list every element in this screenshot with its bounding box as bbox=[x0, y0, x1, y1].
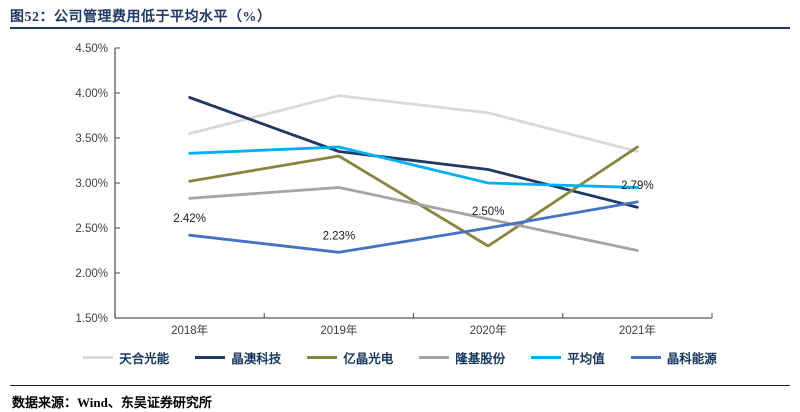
title-divider bbox=[10, 27, 790, 29]
y-tick-label: 1.50% bbox=[75, 313, 108, 325]
legend-swatch bbox=[419, 356, 450, 359]
legend-item-1: 晶澳科技 bbox=[195, 348, 281, 367]
legend-item-2: 亿晶光电 bbox=[307, 348, 393, 367]
series-line-1 bbox=[188, 96, 639, 209]
chart-legend: 天合光能 晶澳科技 亿晶光电 隆基股份 平均值 晶科能源 bbox=[0, 348, 800, 367]
footer-divider bbox=[10, 385, 790, 386]
legend-swatch bbox=[630, 356, 661, 359]
legend-item-4: 平均值 bbox=[531, 348, 605, 367]
legend-swatch bbox=[195, 356, 226, 359]
x-tick-label: 2018年 bbox=[171, 323, 208, 337]
data-source: 数据来源：Wind、东吴证券研究所 bbox=[12, 395, 212, 410]
data-label: 2.79% bbox=[621, 180, 654, 192]
legend-label: 隆基股份 bbox=[455, 352, 506, 366]
y-tick-label: 2.50% bbox=[75, 223, 108, 235]
y-tick-label: 3.00% bbox=[75, 178, 108, 190]
legend-item-5: 晶科能源 bbox=[630, 348, 717, 367]
y-tick-label: 3.50% bbox=[75, 133, 108, 145]
legend-swatch bbox=[531, 356, 562, 359]
legend-item-0: 天合光能 bbox=[83, 348, 169, 367]
y-tick-label: 4.00% bbox=[75, 88, 108, 100]
series-line-5 bbox=[188, 200, 639, 254]
y-tick-label: 4.50% bbox=[75, 43, 108, 55]
figure-title: 图52：公司管理费用低于平均水平（%） bbox=[10, 10, 272, 25]
legend-label: 亿晶光电 bbox=[343, 352, 394, 366]
data-label: 2.42% bbox=[173, 213, 206, 225]
series-line-4 bbox=[188, 145, 639, 189]
legend-swatch bbox=[83, 356, 114, 359]
series-line-0 bbox=[188, 94, 639, 153]
series-line-2 bbox=[188, 145, 639, 248]
legend-label: 晶科能源 bbox=[666, 352, 717, 366]
x-tick-label: 2019年 bbox=[320, 323, 357, 337]
line-chart: 4.50% 4.00% 3.50% 3.00% 2.50% 2.00% 1.50% 2018年… bbox=[75, 43, 713, 337]
legend-swatch bbox=[307, 356, 338, 359]
legend-label: 晶澳科技 bbox=[231, 352, 282, 366]
legend-item-3: 隆基股份 bbox=[419, 348, 505, 367]
data-label: 2.50% bbox=[472, 206, 505, 218]
data-label: 2.23% bbox=[323, 230, 356, 242]
x-tick-label: 2020年 bbox=[470, 323, 507, 337]
legend-label: 天合光能 bbox=[119, 352, 170, 366]
x-tick-label: 2021年 bbox=[619, 323, 656, 337]
y-tick-label: 2.00% bbox=[75, 268, 108, 280]
legend-label: 平均值 bbox=[567, 352, 605, 366]
series-line-3 bbox=[188, 186, 639, 252]
